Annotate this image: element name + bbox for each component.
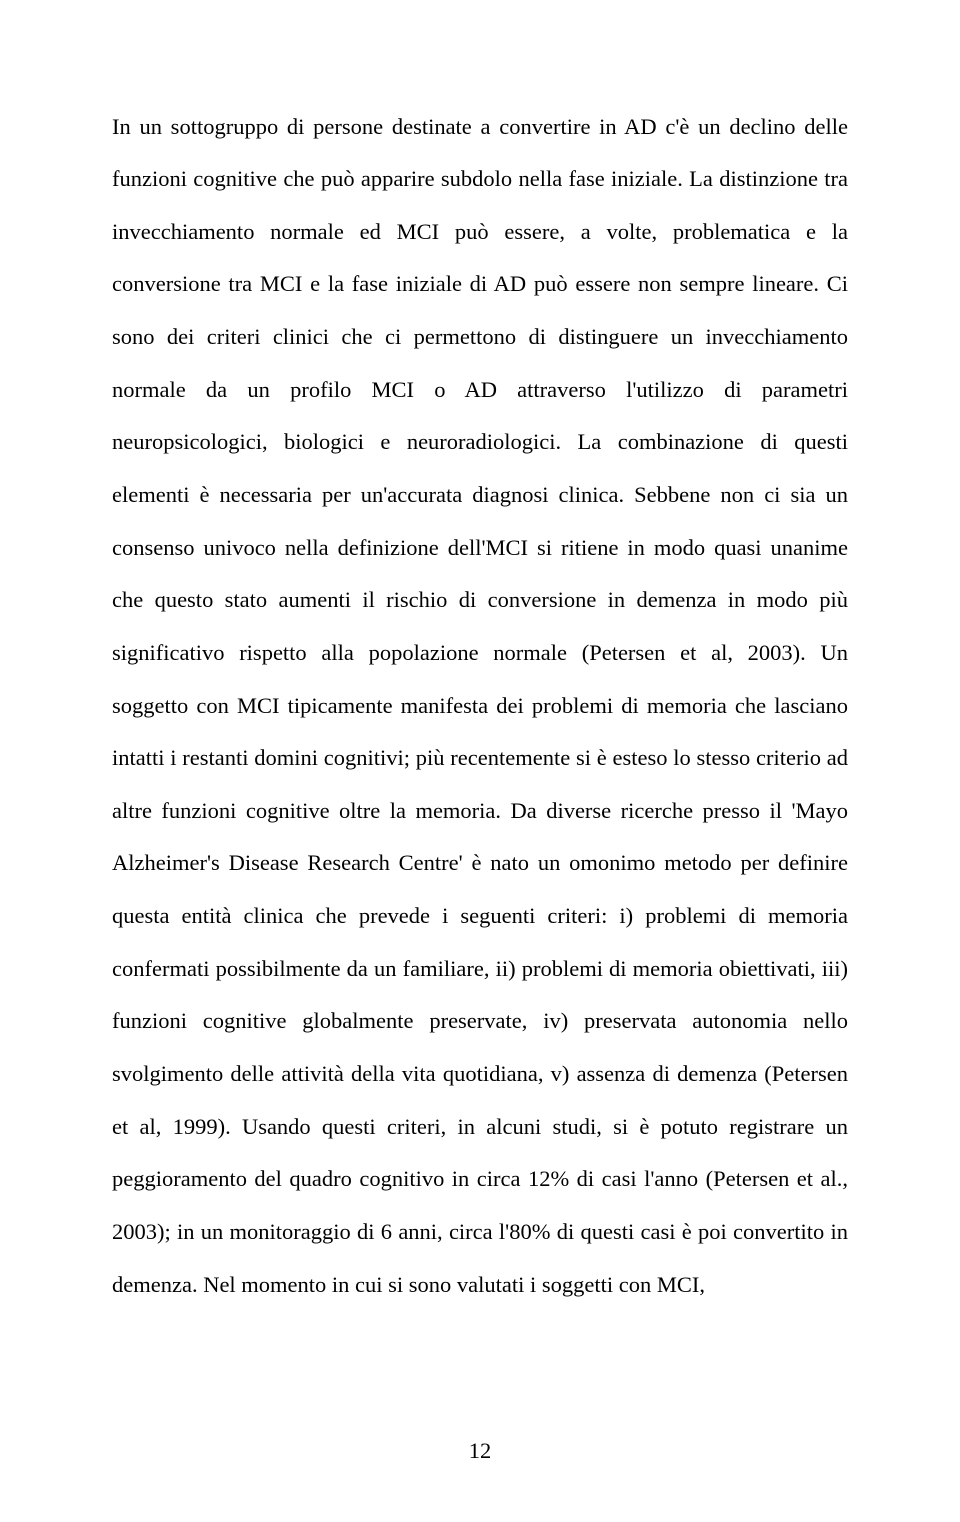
page-number: 12 <box>0 1438 960 1464</box>
document-page: In un sottogruppo di persone destinate a… <box>0 0 960 1522</box>
body-paragraph: In un sottogruppo di persone destinate a… <box>112 101 848 1312</box>
